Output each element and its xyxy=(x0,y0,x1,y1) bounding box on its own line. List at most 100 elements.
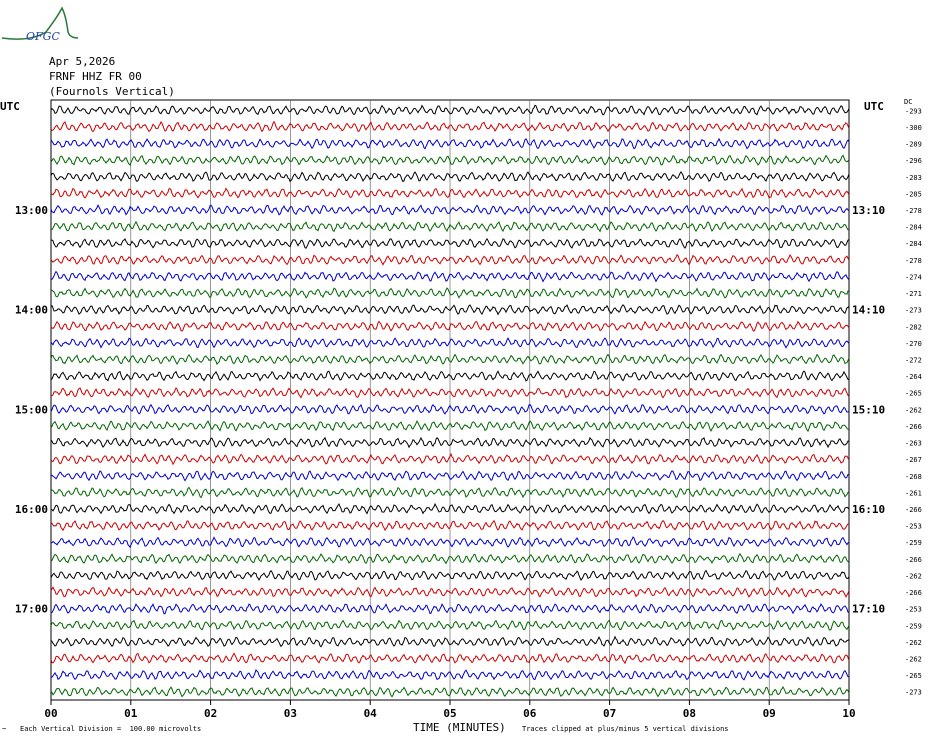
x-tick-label: 09 xyxy=(763,707,776,720)
x-tick-label: 01 xyxy=(124,707,138,720)
x-tick-label: 05 xyxy=(443,707,456,720)
dc-offset-label: -259 xyxy=(905,622,922,630)
division-note: Each Vertical Division = 100.00 microvol… xyxy=(20,725,202,733)
right-hour-label: 17:10 xyxy=(852,603,885,616)
left-hour-label: 15:00 xyxy=(15,403,48,416)
seismic-trace xyxy=(50,586,850,598)
x-tick-label: 02 xyxy=(204,707,217,720)
seismic-trace xyxy=(50,270,850,283)
seismic-trace xyxy=(50,253,850,266)
seismic-trace xyxy=(50,652,850,665)
dc-offset-label: -274 xyxy=(905,273,922,281)
right-hour-label: 16:10 xyxy=(852,503,885,516)
dc-offset-label: -262 xyxy=(905,639,922,647)
dc-offset-label: -283 xyxy=(905,174,922,182)
right-hour-label: 14:10 xyxy=(852,304,885,317)
dc-label: DC xyxy=(904,98,913,106)
dc-offset-label: -253 xyxy=(905,523,922,531)
dc-offset-label: -262 xyxy=(905,572,922,580)
seismic-trace xyxy=(50,403,850,415)
seismic-trace xyxy=(50,320,850,332)
x-tick-label: 07 xyxy=(603,707,616,720)
seismic-trace xyxy=(50,603,850,615)
dc-offset-label: -293 xyxy=(905,107,922,115)
dc-offset-label: -267 xyxy=(905,456,922,464)
dc-offset-label: -266 xyxy=(905,506,922,514)
seismic-trace xyxy=(50,519,849,532)
dc-offset-label: -266 xyxy=(905,423,922,431)
x-tick-label: 00 xyxy=(44,707,57,720)
logo-text: OFGC xyxy=(26,30,60,43)
clip-note: Traces clipped at plus/minus 5 vertical … xyxy=(522,725,729,733)
dc-offset-label: -266 xyxy=(905,589,922,597)
x-tick-label: 08 xyxy=(683,707,696,720)
left-hour-label: 17:00 xyxy=(15,603,48,616)
dc-offset-label: -270 xyxy=(905,340,922,348)
seismic-trace xyxy=(50,154,850,166)
seismic-trace xyxy=(50,569,850,581)
dc-offset-label: -259 xyxy=(905,539,922,547)
x-tick-label: 06 xyxy=(523,707,537,720)
dc-offset-label: -253 xyxy=(905,606,922,614)
seismic-trace xyxy=(50,170,850,183)
dc-offset-label: -282 xyxy=(905,323,922,331)
seismic-trace xyxy=(50,502,850,515)
dc-offset-label: -273 xyxy=(905,689,922,697)
corner-mark: ~ xyxy=(2,725,7,733)
seismic-trace xyxy=(50,685,850,698)
dc-offset-label: -264 xyxy=(905,373,922,381)
dc-offset-label: -262 xyxy=(905,655,922,663)
right-hour-label: 15:10 xyxy=(852,403,885,416)
header-date: Apr 5,2026 xyxy=(49,55,116,68)
dc-offset-label: -271 xyxy=(905,290,922,298)
seismic-trace xyxy=(50,635,850,648)
seismic-trace xyxy=(50,486,850,499)
dc-offset-label: -284 xyxy=(905,224,922,232)
seismic-trace xyxy=(50,619,850,631)
seismic-trace xyxy=(50,137,850,150)
x-tick-label: 03 xyxy=(284,707,297,720)
left-utc-label: UTC xyxy=(0,100,20,113)
dc-offset-label: -278 xyxy=(905,257,922,265)
seismic-trace xyxy=(50,120,850,133)
dc-offset-label: -278 xyxy=(905,207,922,215)
dc-offset-label: -268 xyxy=(905,473,922,481)
seismic-trace xyxy=(50,419,850,433)
seismic-trace xyxy=(50,220,850,233)
seismic-trace xyxy=(50,387,850,399)
dc-offset-label: -296 xyxy=(905,157,922,165)
dc-offset-label: -266 xyxy=(905,556,922,564)
seismic-trace xyxy=(50,104,850,116)
left-hour-label: 16:00 xyxy=(15,503,48,516)
left-hour-label: 14:00 xyxy=(15,304,48,317)
dc-offset-label: -285 xyxy=(905,190,922,198)
seismic-trace xyxy=(50,452,850,466)
seismic-trace xyxy=(50,536,850,549)
right-hour-label: 13:10 xyxy=(852,204,885,217)
dc-offset-label: -263 xyxy=(905,440,922,448)
seismic-trace xyxy=(50,669,850,681)
x-axis-title: TIME (MINUTES) xyxy=(413,721,506,734)
seismic-trace xyxy=(50,436,850,449)
seismic-trace xyxy=(50,370,850,382)
x-tick-label: 10 xyxy=(842,707,855,720)
seismic-trace xyxy=(50,304,850,316)
dc-offset-label: -265 xyxy=(905,390,922,398)
dc-offset-label: -262 xyxy=(905,406,922,414)
dc-offset-label: -261 xyxy=(905,489,922,497)
dc-offset-label: -284 xyxy=(905,240,922,248)
header-station: FRNF HHZ FR 00 xyxy=(49,70,142,83)
dc-offset-label: -272 xyxy=(905,356,922,364)
left-hour-label: 13:00 xyxy=(15,204,48,217)
dc-offset-label: -289 xyxy=(905,141,922,149)
seismic-trace xyxy=(50,237,850,249)
seismic-trace xyxy=(50,187,850,199)
dc-offset-label: -265 xyxy=(905,672,922,680)
seismic-trace xyxy=(50,204,850,216)
seismic-trace xyxy=(50,470,850,482)
x-tick-label: 04 xyxy=(364,707,378,720)
seismic-trace xyxy=(50,353,850,366)
seismic-trace xyxy=(50,287,850,299)
header-location: (Fournols Vertical) xyxy=(49,85,175,98)
